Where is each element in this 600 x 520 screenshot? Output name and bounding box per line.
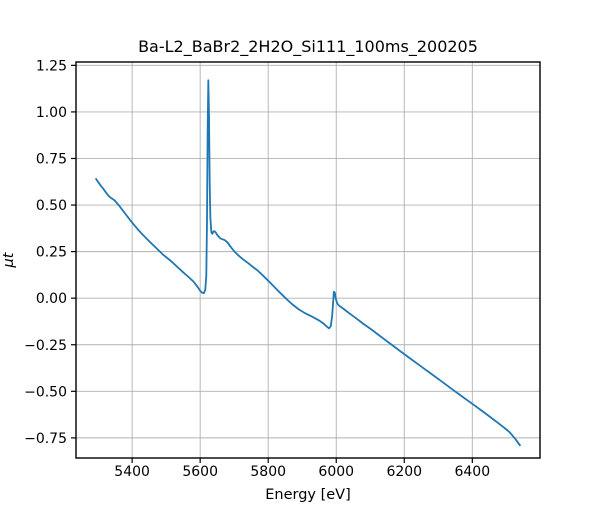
x-tick-label: 6400 [454,464,490,480]
spectrum-line [95,79,521,447]
x-tick-label: 5800 [250,464,286,480]
y-tick-label: −0.75 [24,431,67,447]
y-tick-label: 0.25 [36,245,67,261]
x-tick-label: 5400 [114,464,150,480]
y-tick-label: −0.25 [24,338,67,354]
y-tick-label: 0.75 [36,151,67,167]
axes-border [75,61,541,459]
y-axis-label: μt [1,252,17,268]
y-tick-label: 0.00 [36,291,67,307]
x-tick-label: 6000 [318,464,354,480]
x-tick-label: 6200 [386,464,422,480]
y-tick-label: 0.50 [36,198,67,214]
y-tick-label: −0.50 [24,384,67,400]
chart-title: Ba-L2_BaBr2_2H2O_Si111_100ms_200205 [138,37,478,56]
x-tick-label: 5600 [182,464,218,480]
y-tick-label: 1.25 [36,58,67,74]
y-tick-label: 1.00 [36,105,67,121]
x-axis-label: Energy [eV] [265,487,351,503]
